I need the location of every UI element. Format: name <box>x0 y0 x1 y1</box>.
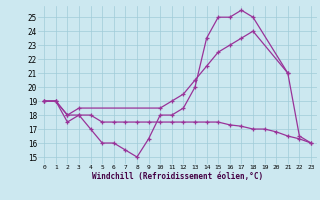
X-axis label: Windchill (Refroidissement éolien,°C): Windchill (Refroidissement éolien,°C) <box>92 172 263 181</box>
